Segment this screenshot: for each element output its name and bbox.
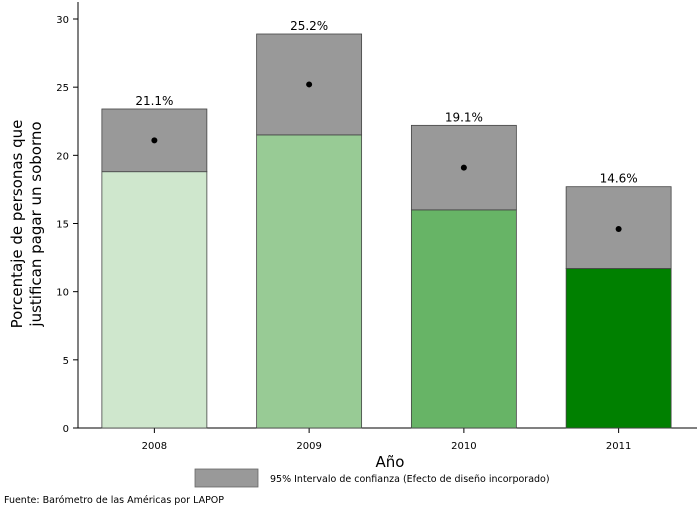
point-estimate-2011 [615,225,622,232]
bar-2010 [410,209,517,429]
y-tick-label: 20 [56,151,69,162]
data-label-2010: 19.1% [445,110,483,124]
y-tick-label: 10 [56,288,69,299]
data-label-2011: 14.6% [600,172,638,186]
y-tick-label: 25 [56,83,69,94]
data-label-2008: 21.1% [135,94,173,108]
x-axis-label: Año [376,453,405,471]
bar-2011 [565,268,672,429]
point-estimate-2009 [306,81,313,88]
x-tick-label: 2010 [451,441,476,452]
ci-band-2010 [410,124,517,211]
x-tick-label: 2009 [296,441,321,452]
data-label-2009: 25.2% [290,19,328,33]
y-tick-label: 15 [56,220,69,231]
y-tick-label: 5 [63,356,69,367]
legend-swatch [194,468,259,488]
bar-2008 [101,171,208,429]
y-tick-label: 30 [56,15,69,26]
y-axis-label-line1: Porcentaje de personas que [8,120,26,329]
y-axis-label-line2: justifican pagar un soborno [27,121,45,327]
x-tick-label: 2008 [142,441,167,452]
x-tick-label: 2011 [606,441,631,452]
point-estimate-2010 [460,164,467,171]
legend-label: 95% Intervalo de confianza (Efecto de di… [270,474,550,485]
point-estimate-2008 [151,137,158,144]
bar-2009 [256,134,363,429]
y-axis-label: Porcentaje de personas que justifican pa… [8,120,45,329]
source-note: Fuente: Barómetro de las Américas por LA… [4,495,224,506]
y-tick-label: 0 [63,424,69,435]
